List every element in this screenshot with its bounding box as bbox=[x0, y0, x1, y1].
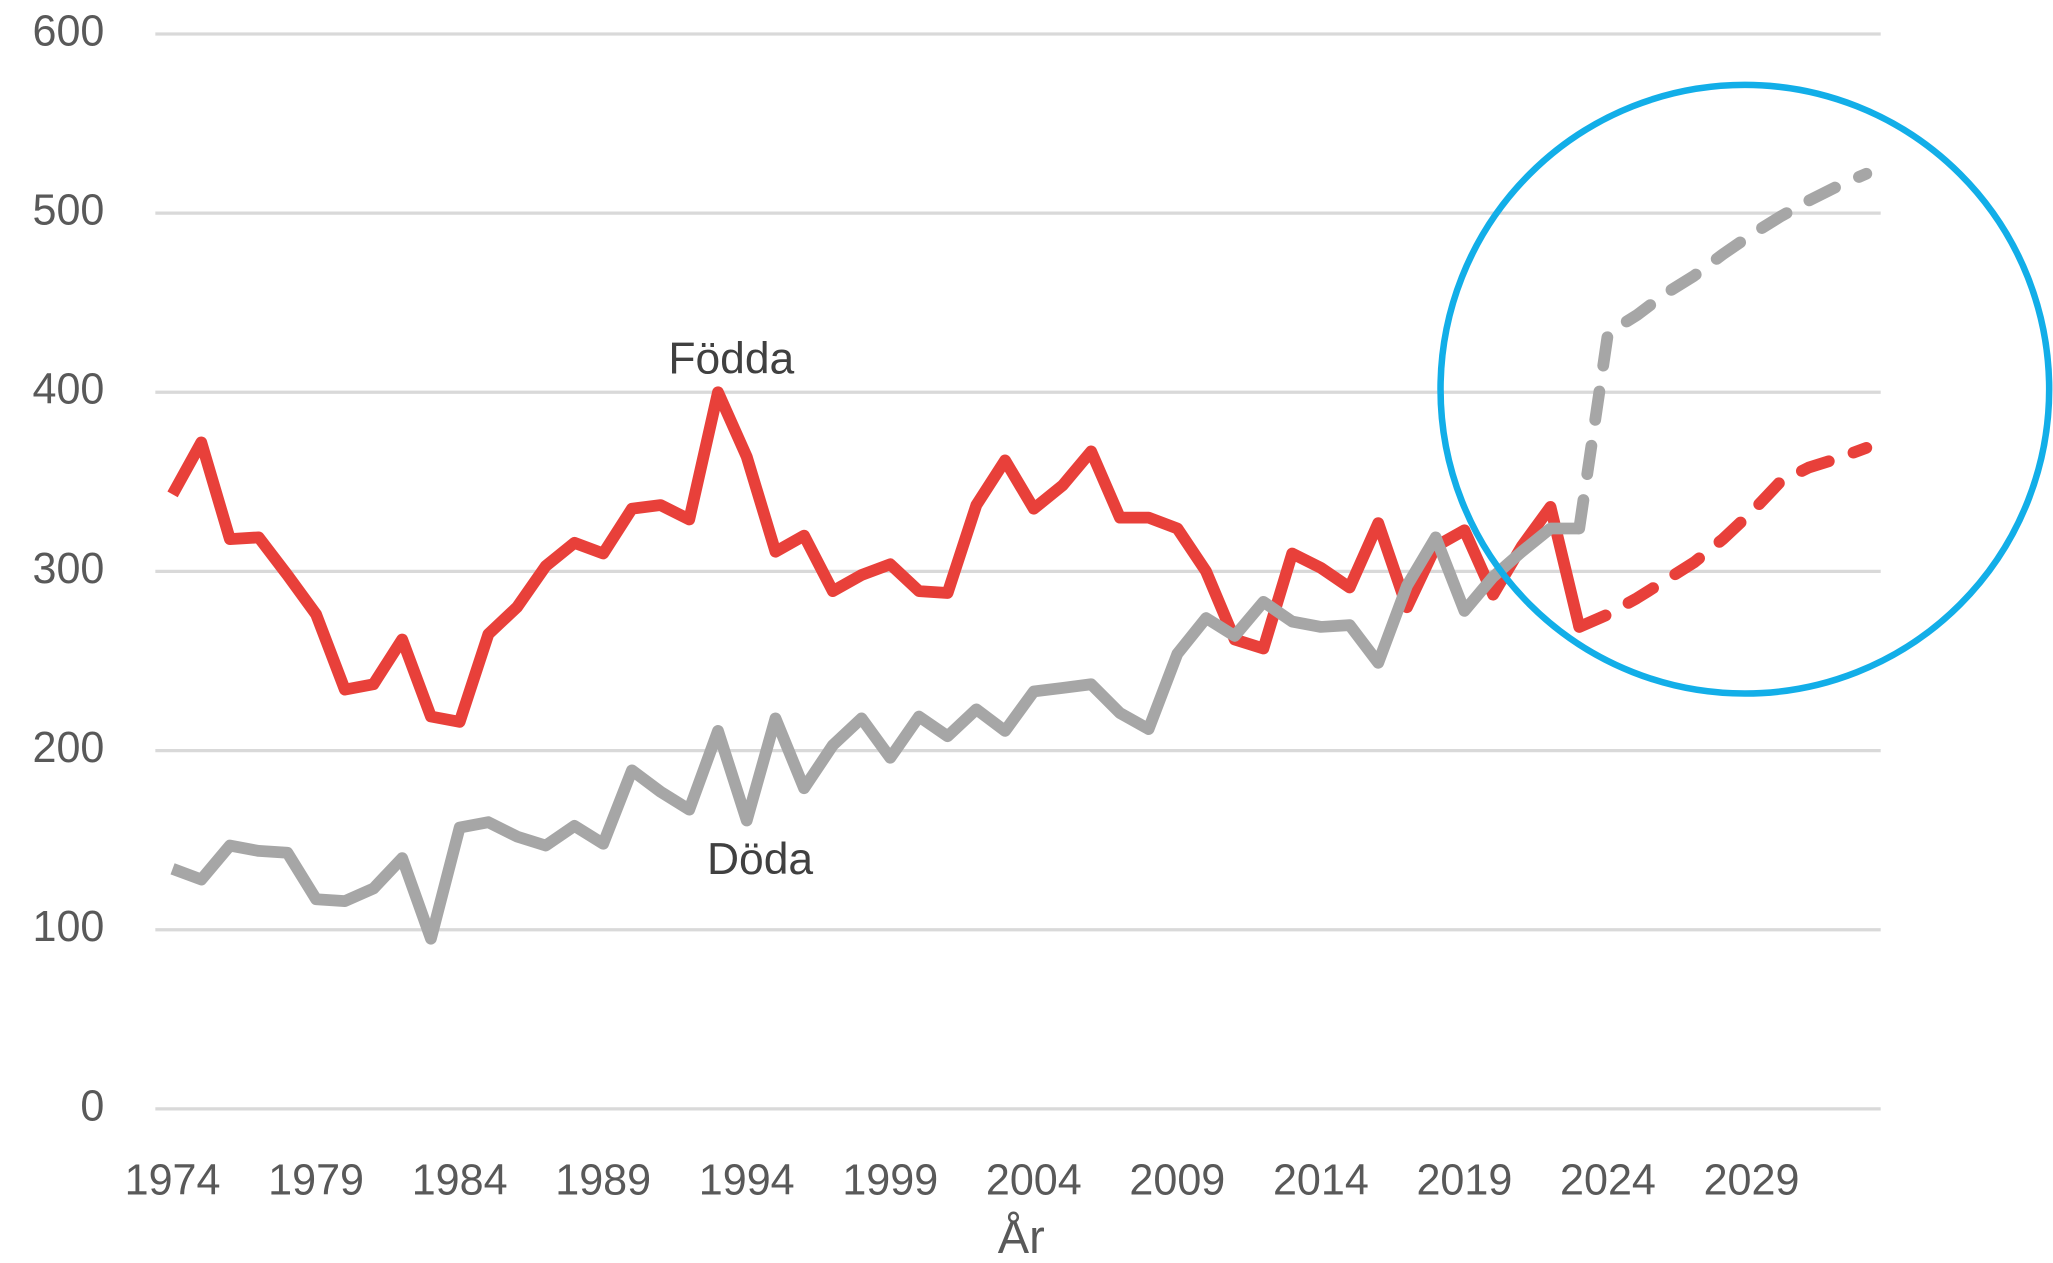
y-tick-label: 500 bbox=[32, 187, 104, 235]
y-tick-label: 0 bbox=[80, 1082, 104, 1130]
x-tick-label: 1979 bbox=[268, 1157, 364, 1205]
x-tick-label: 1994 bbox=[699, 1157, 795, 1205]
x-tick-label: 1989 bbox=[555, 1157, 651, 1205]
x-tick-label: 2019 bbox=[1416, 1157, 1512, 1205]
y-tick-label: 100 bbox=[32, 903, 104, 951]
forecast-line bbox=[1573, 167, 1873, 535]
y-tick-label: 200 bbox=[32, 724, 104, 772]
y-tick-label: 400 bbox=[32, 366, 104, 414]
x-axis-label: År bbox=[998, 1210, 1045, 1263]
x-tick-label: 2004 bbox=[986, 1157, 1082, 1205]
x-tick-label: 1999 bbox=[842, 1157, 938, 1205]
x-tick-label: 2009 bbox=[1129, 1157, 1225, 1205]
forecast-line bbox=[1573, 441, 1873, 633]
y-tick-label: 300 bbox=[32, 545, 104, 593]
x-tick-label: 2014 bbox=[1273, 1157, 1369, 1205]
x-tick-label: 2024 bbox=[1560, 1157, 1656, 1205]
annotation: Födda bbox=[668, 335, 794, 384]
highlight-circle bbox=[1437, 81, 2053, 697]
data-line bbox=[170, 522, 1580, 945]
y-tick-label: 600 bbox=[32, 7, 104, 55]
annotation: Döda bbox=[707, 835, 813, 884]
x-tick-label: 1984 bbox=[412, 1157, 508, 1205]
x-tick-label: 1974 bbox=[125, 1157, 221, 1205]
data-line bbox=[167, 386, 1585, 728]
x-tick-label: 2029 bbox=[1704, 1157, 1800, 1205]
